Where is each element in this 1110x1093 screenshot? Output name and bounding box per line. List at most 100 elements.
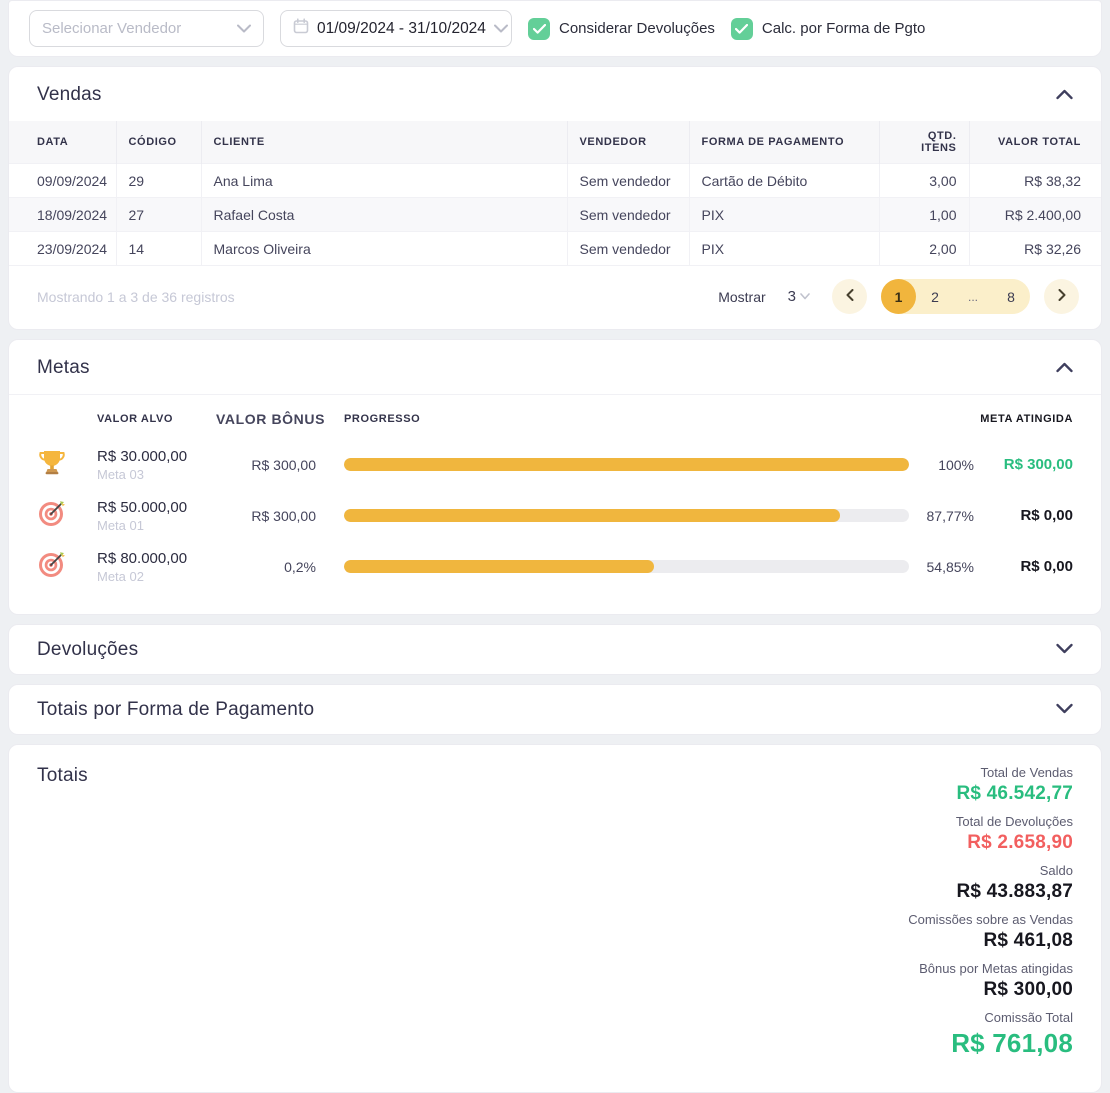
totais-por-forma-expand-button[interactable] — [1054, 700, 1075, 719]
vendor-select-placeholder: Selecionar Vendedor — [42, 20, 181, 37]
cell-vendedor: Sem vendedor — [567, 198, 689, 232]
devolucoes-card[interactable]: Devoluções — [8, 624, 1102, 675]
col-valor-bonus: VALOR BÔNUS — [216, 411, 344, 427]
prev-page-button[interactable] — [832, 279, 867, 314]
total-item: Comissão Total R$ 761,08 — [951, 1010, 1073, 1059]
meta-valor-alvo: R$ 30.000,00 — [97, 448, 216, 465]
meta-valor-bonus: 0,2% — [216, 559, 344, 575]
page-size-select[interactable]: 3 — [788, 288, 810, 305]
page-button-8[interactable]: 8 — [992, 279, 1030, 314]
devolucoes-expand-button[interactable] — [1054, 640, 1075, 659]
vendas-title: Vendas — [37, 84, 102, 106]
page-ellipsis[interactable]: ... — [954, 279, 992, 314]
cell-data: 23/09/2024 — [9, 232, 116, 266]
cell-valor: R$ 32,26 — [969, 232, 1102, 266]
totais-por-forma-card[interactable]: Totais por Forma de Pagamento — [8, 684, 1102, 735]
total-value: R$ 300,00 — [919, 979, 1073, 1001]
metas-header-row: VALOR ALVO VALOR BÔNUS PROGRESSO META AT… — [9, 394, 1101, 439]
total-label: Total de Vendas — [957, 765, 1074, 780]
table-row[interactable]: 18/09/2024 27 Rafael Costa Sem vendedor … — [9, 198, 1102, 232]
total-label: Bônus por Metas atingidas — [919, 961, 1073, 976]
checkbox-label: Considerar Devoluções — [559, 20, 715, 37]
col-vendedor: VENDEDOR — [567, 121, 689, 164]
checkbox-label: Calc. por Forma de Pgto — [762, 20, 925, 37]
totais-por-forma-title: Totais por Forma de Pagamento — [37, 699, 314, 721]
cell-data: 09/09/2024 — [9, 164, 116, 198]
vendas-table: DATA CÓDIGO CLIENTE VENDEDOR FORMA DE PA… — [9, 121, 1102, 266]
filter-bar: Selecionar Vendedor 01/09/2024 - 31/10/2… — [8, 0, 1102, 57]
totais-list: Total de Vendas R$ 46.542,77 Total de De… — [908, 765, 1073, 1068]
cell-data: 18/09/2024 — [9, 198, 116, 232]
totais-card: Totais Total de Vendas R$ 46.542,77 Tota… — [8, 744, 1102, 1093]
chevron-down-icon — [1056, 702, 1073, 717]
metas-collapse-button[interactable] — [1054, 359, 1075, 378]
meta-valor-bonus: R$ 300,00 — [216, 457, 344, 473]
checkbox-considerar-devolucoes[interactable]: Considerar Devoluções — [528, 18, 715, 40]
total-item: Comissões sobre as Vendas R$ 461,08 — [908, 912, 1073, 952]
target-icon — [37, 549, 97, 584]
cell-vendedor: Sem vendedor — [567, 164, 689, 198]
cell-valor: R$ 2.400,00 — [969, 198, 1102, 232]
pagination-summary: Mostrando 1 a 3 de 36 registros — [37, 289, 235, 305]
checkbox-checked-icon — [731, 18, 753, 40]
metas-card: Metas VALOR ALVO VALOR BÔNUS PROGRESSO M… — [8, 339, 1102, 615]
progress-bar — [344, 509, 909, 522]
total-label: Comissão Total — [951, 1010, 1073, 1025]
progress-percent: 87,77% — [909, 508, 974, 524]
chevron-up-icon — [1056, 361, 1073, 376]
col-progresso: PROGRESSO — [344, 413, 909, 425]
date-range-value: 01/09/2024 - 31/10/2024 — [317, 20, 486, 38]
meta-atingida-value: R$ 0,00 — [974, 507, 1073, 524]
page-button-1[interactable]: 1 — [881, 279, 916, 314]
cell-qtd: 3,00 — [879, 164, 969, 198]
cell-cliente: Marcos Oliveira — [201, 232, 567, 266]
meta-valor-alvo: R$ 80.000,00 — [97, 550, 216, 567]
total-value: R$ 761,08 — [951, 1028, 1073, 1059]
vendor-select[interactable]: Selecionar Vendedor — [29, 10, 264, 47]
total-value: R$ 46.542,77 — [957, 783, 1074, 805]
chevron-right-icon — [1058, 289, 1066, 304]
total-label: Comissões sobre as Vendas — [908, 912, 1073, 927]
total-label: Total de Devoluções — [956, 814, 1073, 829]
checkbox-calc-por-forma-pgto[interactable]: Calc. por Forma de Pgto — [731, 18, 925, 40]
meta-nome: Meta 02 — [97, 569, 216, 584]
cell-qtd: 1,00 — [879, 198, 969, 232]
total-value: R$ 2.658,90 — [956, 832, 1073, 854]
totais-title: Totais — [37, 765, 88, 1068]
col-valor-alvo: VALOR ALVO — [97, 413, 216, 425]
col-data: DATA — [9, 121, 116, 164]
next-page-button[interactable] — [1044, 279, 1079, 314]
cell-codigo: 29 — [116, 164, 201, 198]
meta-valor-bonus: R$ 300,00 — [216, 508, 344, 524]
cell-qtd: 2,00 — [879, 232, 969, 266]
page-list: 1 2 ... 8 — [881, 279, 1030, 314]
table-row[interactable]: 23/09/2024 14 Marcos Oliveira Sem vended… — [9, 232, 1102, 266]
trophy-icon — [37, 447, 97, 482]
vendas-collapse-button[interactable] — [1054, 86, 1075, 105]
total-value: R$ 461,08 — [908, 930, 1073, 952]
progress-percent: 100% — [909, 457, 974, 473]
table-row[interactable]: 09/09/2024 29 Ana Lima Sem vendedor Cart… — [9, 164, 1102, 198]
table-header-row: DATA CÓDIGO CLIENTE VENDEDOR FORMA DE PA… — [9, 121, 1102, 164]
page-size-value: 3 — [788, 288, 796, 305]
meta-atingida-value: R$ 300,00 — [974, 456, 1073, 473]
page-button-2[interactable]: 2 — [916, 279, 954, 314]
total-value: R$ 43.883,87 — [957, 881, 1074, 903]
cell-cliente: Ana Lima — [201, 164, 567, 198]
cell-cliente: Rafael Costa — [201, 198, 567, 232]
meta-valor-alvo: R$ 50.000,00 — [97, 499, 216, 516]
total-item: Total de Devoluções R$ 2.658,90 — [956, 814, 1073, 854]
meta-row: R$ 80.000,00 Meta 02 0,2% 54,85% R$ 0,00 — [9, 541, 1101, 592]
devolucoes-title: Devoluções — [37, 639, 138, 661]
calendar-icon — [293, 18, 309, 39]
date-range-picker[interactable]: 01/09/2024 - 31/10/2024 — [280, 10, 512, 47]
cell-codigo: 27 — [116, 198, 201, 232]
cell-forma: Cartão de Débito — [689, 164, 879, 198]
dashboard-page: Selecionar Vendedor 01/09/2024 - 31/10/2… — [0, 0, 1110, 1093]
chevron-down-icon — [237, 20, 251, 38]
pagination-bar: Mostrando 1 a 3 de 36 registros Mostrar … — [9, 266, 1101, 329]
chevron-left-icon — [846, 289, 854, 304]
cell-valor: R$ 38,32 — [969, 164, 1102, 198]
cell-forma: PIX — [689, 232, 879, 266]
col-codigo: CÓDIGO — [116, 121, 201, 164]
